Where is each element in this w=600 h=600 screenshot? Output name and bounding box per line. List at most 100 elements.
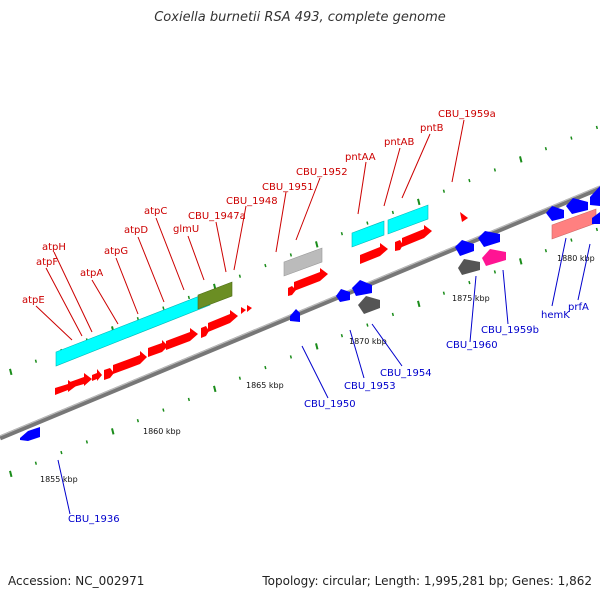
tick-mark — [366, 221, 369, 225]
gene-label-CBU_1959a[interactable]: CBU_1959a — [438, 109, 496, 120]
tick-mark — [468, 280, 471, 285]
gene-label-CBU_1951[interactable]: CBU_1951 — [262, 182, 314, 193]
reverse-cds[interactable] — [566, 198, 588, 214]
gene-label-prfA[interactable]: prfA — [568, 302, 589, 313]
tick-mark — [544, 147, 548, 151]
leader-line — [137, 236, 165, 303]
forward-cds[interactable] — [92, 369, 102, 381]
leader-line — [551, 237, 567, 307]
tick-mark — [60, 450, 63, 455]
gene-pntAA-cyan-block[interactable] — [351, 220, 385, 248]
tick-marks-lower — [9, 227, 599, 478]
reverse-cds[interactable] — [336, 289, 350, 302]
reverse-cds[interactable] — [290, 309, 300, 322]
leader-line — [91, 279, 119, 325]
leader-line — [383, 147, 401, 207]
gene-pntB-cyan-block[interactable] — [387, 204, 429, 235]
gene-atp-cyan-block[interactable] — [55, 291, 211, 367]
forward-cds[interactable] — [104, 368, 114, 380]
forward-cds[interactable] — [113, 351, 147, 374]
gene-label-CBU_1959b[interactable]: CBU_1959b — [481, 325, 539, 336]
gene-label-CBU_1952[interactable]: CBU_1952 — [296, 167, 348, 178]
reverse-cds[interactable] — [352, 280, 372, 296]
gene-glmU-block[interactable] — [197, 281, 233, 310]
tick-mark — [9, 368, 13, 376]
tick-mark — [340, 334, 344, 338]
gene-label-atpH[interactable]: atpH — [42, 242, 66, 253]
tick-mark — [570, 136, 573, 140]
tick-mark — [315, 343, 319, 350]
tick-mark — [34, 359, 38, 363]
reverse-cds[interactable] — [590, 186, 600, 206]
forward-cds[interactable] — [402, 225, 432, 247]
tick-mark — [187, 397, 191, 402]
forward-cds[interactable] — [241, 307, 246, 314]
tick-mark — [187, 295, 191, 300]
leader-line — [577, 243, 591, 301]
gene-label-atpG[interactable]: atpG — [104, 246, 128, 257]
gene-label-CBU_1950[interactable]: CBU_1950 — [304, 399, 356, 410]
forward-cds[interactable] — [166, 328, 198, 350]
leader-line — [451, 119, 465, 183]
leader-line — [35, 305, 73, 341]
tick-mark — [315, 241, 319, 248]
tick-mark — [238, 274, 242, 278]
gene-grey-block[interactable] — [283, 247, 323, 277]
gene-label-CBU_1960[interactable]: CBU_1960 — [446, 340, 498, 351]
reverse-cds[interactable] — [546, 206, 564, 221]
gene-label-atpF[interactable]: atpF — [36, 257, 58, 268]
gene-label-atpD[interactable]: atpD — [124, 225, 148, 236]
gene-label-pntB[interactable]: pntB — [420, 123, 444, 134]
tick-mark — [111, 428, 115, 435]
gene-label-hemK[interactable]: hemK — [541, 310, 570, 321]
leader-line — [357, 161, 367, 215]
forward-cds[interactable] — [360, 243, 388, 264]
cds-grey[interactable] — [358, 296, 380, 314]
leader-line — [401, 133, 431, 199]
reverse-cds[interactable] — [478, 231, 500, 247]
tick-mark — [85, 440, 89, 444]
gene-label-atpC[interactable]: atpC — [144, 206, 167, 217]
forward-cds[interactable] — [201, 326, 209, 338]
gene-label-CBU_1948[interactable]: CBU_1948 — [226, 196, 278, 207]
cds-magenta[interactable] — [482, 249, 506, 266]
forward-cds[interactable] — [395, 240, 403, 251]
topology-label: Topology: circular; Length: 1,995,281 bp… — [262, 574, 592, 588]
tick-mark — [136, 419, 140, 423]
gene-label-pntAB[interactable]: pntAB — [384, 137, 414, 148]
leader-line — [371, 323, 403, 367]
gene-label-CBU_1936[interactable]: CBU_1936 — [68, 514, 120, 525]
map-title: Coxiella burnetii RSA 493, complete geno… — [154, 10, 446, 25]
forward-cds[interactable] — [294, 268, 328, 291]
leader-line — [155, 217, 185, 291]
reverse-cds[interactable] — [455, 240, 474, 256]
kbp-label: 1875 kbp — [452, 294, 490, 303]
kbp-label: 1870 kbp — [349, 337, 387, 346]
gene-label-CBU_1953[interactable]: CBU_1953 — [344, 381, 396, 392]
gene-label-atpE[interactable]: atpE — [22, 295, 45, 306]
leader-line — [295, 177, 321, 241]
kbp-labels: 1855 kbp 1860 kbp 1865 kbp 1870 kbp 1875… — [40, 254, 595, 484]
tick-mark — [9, 470, 13, 478]
forward-cds[interactable] — [460, 212, 468, 222]
gene-label-pntAA[interactable]: pntAA — [345, 152, 376, 163]
gene-label-atpA[interactable]: atpA — [80, 268, 103, 279]
reverse-cds[interactable] — [592, 212, 600, 224]
forward-cds[interactable] — [148, 340, 168, 357]
leader-line — [215, 221, 227, 273]
gene-label-CBU_1954[interactable]: CBU_1954 — [380, 368, 432, 379]
gene-label-glmU[interactable]: glmU — [173, 224, 199, 235]
tick-mark — [493, 168, 497, 172]
tick-mark — [417, 300, 421, 308]
tick-mark — [570, 238, 573, 242]
forward-cds[interactable] — [70, 373, 92, 388]
cds-grey[interactable] — [458, 259, 480, 275]
reverse-cds[interactable] — [20, 427, 40, 441]
tick-mark — [544, 249, 548, 253]
leader-line — [57, 459, 71, 515]
gene-label-CBU_1947a[interactable]: CBU_1947a — [188, 211, 246, 222]
forward-cds[interactable] — [247, 305, 252, 312]
forward-cds[interactable] — [208, 310, 238, 332]
leader-line — [502, 269, 509, 325]
leader-line — [469, 275, 477, 343]
